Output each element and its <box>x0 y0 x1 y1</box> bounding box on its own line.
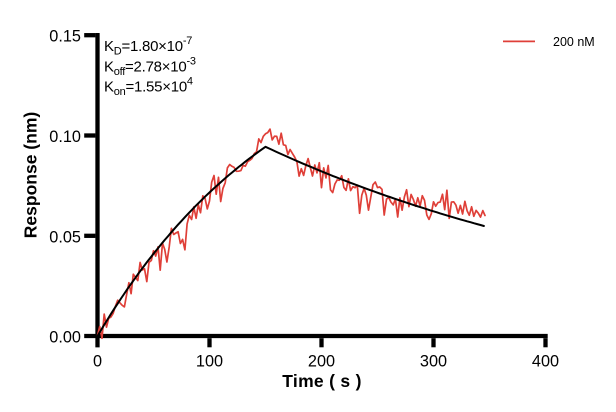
svg-text:0: 0 <box>93 353 102 371</box>
svg-text:200 nM: 200 nM <box>553 35 595 49</box>
svg-text:Response (nm): Response (nm) <box>21 112 41 238</box>
svg-text:Kon=1.55×104: Kon=1.55×104 <box>104 76 193 99</box>
svg-text:Koff=2.78×10-3: Koff=2.78×10-3 <box>104 55 196 78</box>
svg-text:0.05: 0.05 <box>49 228 81 246</box>
svg-text:100: 100 <box>196 353 223 371</box>
svg-text:400: 400 <box>532 353 559 371</box>
svg-text:300: 300 <box>420 353 447 371</box>
svg-text:0.10: 0.10 <box>49 128 81 146</box>
svg-text:200: 200 <box>308 353 335 371</box>
svg-text:KD=1.80×10-7: KD=1.80×10-7 <box>104 35 192 58</box>
svg-text:0.15: 0.15 <box>49 28 81 46</box>
svg-text:0.00: 0.00 <box>49 329 81 347</box>
svg-text:Time ( s ): Time ( s ) <box>282 371 362 391</box>
